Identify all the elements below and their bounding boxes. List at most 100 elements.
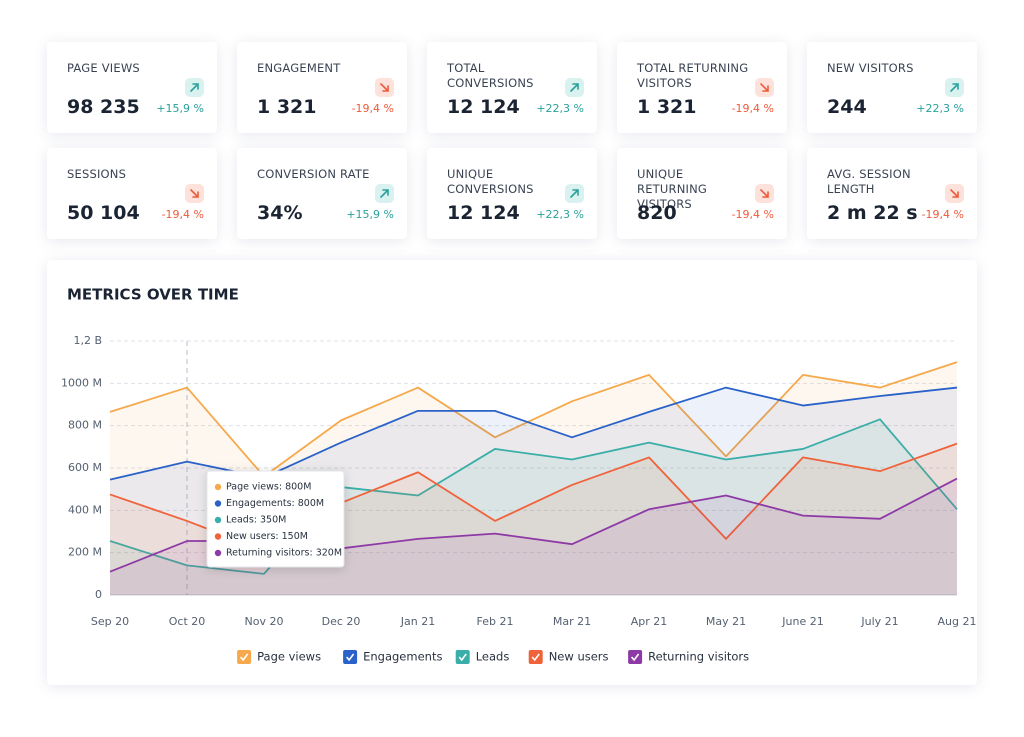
- trend-arrow: [950, 83, 959, 92]
- tooltip-bullet: [214, 533, 222, 540]
- x-tick-label: May 21: [706, 615, 746, 628]
- trend-arrow: [760, 189, 769, 198]
- x-tick-label: Aug 21: [938, 615, 977, 628]
- kpi-change: +22,3 %: [536, 208, 584, 221]
- arrow: [760, 189, 769, 198]
- kpi-card: UNIQUE CONVERSIONS 12 124 +22,3 %: [427, 148, 597, 239]
- kpi-value: 12 124: [447, 96, 520, 118]
- kpi-card: NEW VISITORS 244 +22,3 %: [807, 42, 977, 133]
- kpi-value: 1 321: [257, 96, 317, 118]
- kpi-label: UNIQUE RETURNING VISITORS: [637, 167, 707, 211]
- chart-title: METRICS OVER TIME: [67, 286, 239, 304]
- trend-arrow: [760, 83, 769, 92]
- kpi-change: -19,4 %: [731, 208, 774, 221]
- kpi-label: TOTAL CONVERSIONS: [447, 61, 534, 90]
- x-tick-label: Oct 20: [169, 615, 206, 628]
- arrow: [380, 189, 389, 198]
- trend-arrow: [950, 189, 959, 198]
- legend-label: Page views: [257, 650, 321, 664]
- x-tick-label: Apr 21: [631, 615, 668, 628]
- chart-card: [47, 260, 977, 685]
- x-tick-label: Feb 21: [477, 615, 514, 628]
- kpi-card: CONVERSION RATE 34% +15,9 %: [237, 148, 407, 239]
- legend-item[interactable]: Leads: [455, 650, 510, 665]
- legend-item[interactable]: Page views: [237, 650, 321, 665]
- trend-icon: [375, 184, 394, 203]
- kpi-label: NEW VISITORS: [827, 61, 914, 75]
- kpi-change: -19,4 %: [161, 208, 204, 221]
- trend-icon: [755, 184, 774, 203]
- trend-icon: [945, 184, 964, 203]
- kpi-card: PAGE VIEWS 98 235 +15,9 %: [47, 42, 217, 133]
- legend-label: Leads: [476, 650, 510, 664]
- x-tick-label: Mar 21: [553, 615, 591, 628]
- tooltip-bullet: [214, 500, 222, 507]
- trend-arrow: [380, 83, 389, 92]
- x-tick-label: Sep 20: [91, 615, 129, 628]
- kpi-change: +15,9 %: [156, 102, 204, 115]
- legend-swatch: [528, 650, 543, 664]
- kpi-card: AVG. SESSION LENGTH 2 m 22 s -19,4 %: [807, 148, 977, 239]
- legend-item[interactable]: New users: [528, 650, 609, 665]
- tooltip-text: New users: 150M: [226, 531, 308, 542]
- kpi-change: -19,4 %: [921, 208, 964, 221]
- trend-arrow: [190, 189, 199, 198]
- tooltip-bullet: [214, 483, 222, 491]
- legend-check: [458, 653, 467, 662]
- x-tick-label: Dec 20: [322, 615, 361, 628]
- legend-swatch: [455, 650, 470, 664]
- y-tick-label: 600 M: [68, 461, 102, 474]
- kpi-label: AVG. SESSION LENGTH: [827, 167, 911, 196]
- trend-icon: [375, 78, 394, 97]
- legend-swatch: [343, 650, 358, 664]
- kpi-label: UNIQUE CONVERSIONS: [447, 167, 534, 196]
- x-tick-label: Nov 20: [245, 615, 284, 628]
- trend-arrow: [190, 83, 199, 92]
- tooltip-text: Returning visitors: 320M: [226, 548, 342, 559]
- legend-label: Engagements: [363, 650, 442, 664]
- arrow: [190, 83, 199, 92]
- tooltip-bullet: [214, 549, 222, 557]
- tooltip-text: Leads: 350M: [226, 515, 286, 526]
- arrow: [950, 189, 959, 198]
- series-line: [109, 361, 958, 478]
- trend-icon: [945, 78, 964, 97]
- arrow: [570, 83, 579, 92]
- legend-check: [239, 653, 249, 662]
- legend-item[interactable]: Returning visitors: [628, 650, 749, 665]
- legend-label: New users: [549, 650, 609, 664]
- y-tick-label: 1000 M: [61, 376, 102, 389]
- trend-arrow: [570, 83, 579, 92]
- kpi-value: 50 104: [67, 202, 140, 224]
- x-tick-label: June 21: [781, 615, 823, 628]
- kpi-value: 34%: [257, 202, 303, 224]
- legend-check: [630, 653, 640, 662]
- series-line: [109, 418, 958, 575]
- kpi-change: -19,4 %: [731, 102, 774, 115]
- trend-arrow: [570, 189, 579, 198]
- tooltip-bullet: [214, 516, 222, 524]
- trend-icon: [565, 78, 584, 97]
- kpi-label: SESSIONS: [67, 167, 127, 181]
- y-tick-label: 200 M: [68, 546, 102, 559]
- legend-swatch: [628, 650, 643, 664]
- kpi-value: 98 235: [67, 96, 140, 118]
- kpi-card: SESSIONS 50 104 -19,4 %: [47, 148, 217, 239]
- kpi-label: CONVERSION RATE: [257, 167, 370, 181]
- kpi-change: +22,3 %: [536, 102, 584, 115]
- kpi-label: PAGE VIEWS: [67, 61, 140, 75]
- kpi-value: 2 m 22 s: [827, 202, 918, 224]
- x-tick-label: July 21: [860, 615, 898, 628]
- arrow: [380, 83, 389, 92]
- kpi-change: +22,3 %: [916, 102, 964, 115]
- kpi-value: 244: [827, 96, 867, 118]
- kpi-value: 820: [637, 202, 677, 224]
- trend-icon: [565, 184, 584, 203]
- tooltip-box: [206, 470, 345, 568]
- kpi-label: ENGAGEMENT: [257, 61, 341, 75]
- y-tick-label: 1,2 B: [73, 334, 102, 347]
- legend-swatch: [237, 650, 252, 664]
- legend-item[interactable]: Engagements: [343, 650, 442, 665]
- kpi-label: TOTAL RETURNING VISITORS: [637, 61, 749, 90]
